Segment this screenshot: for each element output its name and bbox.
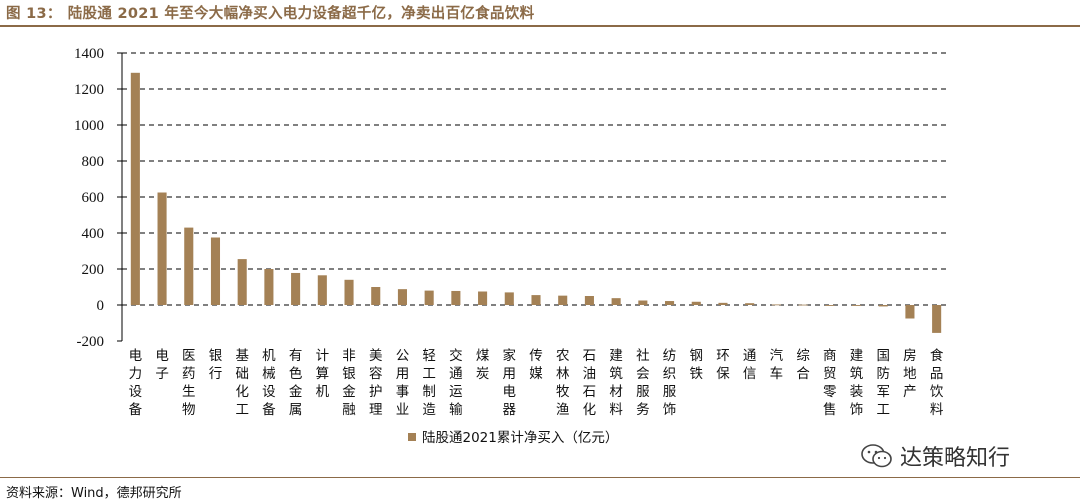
x-category-label: 社会服务 xyxy=(636,348,650,418)
bar xyxy=(665,301,675,305)
x-category-label: 非银金融 xyxy=(342,348,356,418)
bar xyxy=(317,275,327,305)
bar xyxy=(478,291,488,305)
title-divider xyxy=(0,25,1080,27)
x-category-label: 计算机 xyxy=(316,348,330,400)
bar-chart: -200 0 200 400 600 800 1000 1200 1400 电力设备电子医药生物… xyxy=(74,46,950,446)
bar xyxy=(424,290,434,305)
x-category-label: 传媒 xyxy=(529,348,543,382)
bar xyxy=(344,279,354,305)
bar xyxy=(798,304,808,306)
bar xyxy=(264,269,274,305)
x-category-label: 石油石化 xyxy=(583,348,597,418)
legend-label: 陆股通2021累计净买入（亿元） xyxy=(422,430,618,446)
y-tick-label: 1200 xyxy=(74,82,104,98)
x-category-label: 煤炭 xyxy=(476,348,490,382)
bar xyxy=(184,227,194,305)
bar xyxy=(157,192,167,305)
bar xyxy=(611,298,621,305)
x-category-label: 电力设备 xyxy=(129,348,143,418)
source-note: 资料来源：Wind，德邦研究所 xyxy=(6,486,182,501)
x-category-label: 通信 xyxy=(743,348,757,382)
x-category-label: 机械设备 xyxy=(262,348,276,418)
footer-divider xyxy=(0,477,1080,478)
bar xyxy=(691,301,701,305)
figure-title: 图 13： 陆股通 2021 年至今大幅净买入电力设备超千亿，净卖出百亿食品饮料 xyxy=(6,2,534,23)
bars xyxy=(130,72,942,333)
x-category-label: 综合 xyxy=(796,348,810,382)
x-category-label: 食品饮料 xyxy=(930,347,944,418)
watermark: 达策略知行 xyxy=(860,440,1010,472)
bar xyxy=(638,300,648,305)
bar xyxy=(905,305,915,319)
gridlines xyxy=(122,52,950,306)
watermark-text: 达策略知行 xyxy=(900,446,1011,471)
x-category-label: 美容护理 xyxy=(369,348,383,418)
x-category-label: 基础化工 xyxy=(235,347,249,418)
bar xyxy=(371,287,381,305)
bar xyxy=(851,305,862,306)
x-category-label: 轻工制造 xyxy=(422,348,436,418)
y-tick-labels: -200 0 200 400 600 800 1000 1200 1400 xyxy=(74,46,104,350)
x-category-label: 银行 xyxy=(209,348,223,382)
y-tick-label: 600 xyxy=(82,190,105,206)
bar xyxy=(130,72,140,305)
x-category-label: 医药生物 xyxy=(182,348,196,418)
category-labels: 电力设备电子医药生物银行基础化工机械设备有色金属计算机非银金融美容护理公用事业轻… xyxy=(129,347,944,418)
bar xyxy=(771,304,781,306)
bar xyxy=(825,305,835,306)
x-category-label: 商贸零售 xyxy=(823,348,837,418)
x-category-label: 公用事业 xyxy=(396,348,410,418)
bar xyxy=(291,272,301,305)
bar xyxy=(558,295,568,305)
x-category-label: 有色金属 xyxy=(289,348,303,418)
bar xyxy=(531,295,541,305)
y-tick-label: 1400 xyxy=(74,46,104,62)
x-category-label: 房地产 xyxy=(903,348,917,400)
x-category-label: 汽车 xyxy=(770,348,784,382)
figure-number: 图 13： xyxy=(6,6,62,22)
bar xyxy=(878,305,888,307)
x-category-label: 环保 xyxy=(716,348,730,382)
bar xyxy=(718,302,728,305)
bar xyxy=(210,237,221,305)
x-category-label: 交通运输 xyxy=(449,347,463,418)
x-category-label: 建筑材料 xyxy=(609,348,623,418)
bar xyxy=(451,290,461,305)
y-tick-label: 1000 xyxy=(74,118,104,134)
x-category-label: 农林牧渔 xyxy=(556,348,570,418)
x-category-label: 纺织服饰 xyxy=(663,348,677,418)
bar xyxy=(504,292,514,305)
bar xyxy=(237,259,247,305)
y-tick-label: -200 xyxy=(77,334,105,350)
y-tick-label: 800 xyxy=(82,154,105,170)
bar xyxy=(932,305,942,333)
axes xyxy=(117,52,123,342)
x-category-label: 建筑装饰 xyxy=(850,348,864,418)
y-tick-label: 400 xyxy=(82,226,105,242)
wechat-icon xyxy=(861,444,892,468)
legend: 陆股通2021累计净买入（亿元） xyxy=(408,430,618,446)
bar xyxy=(584,296,594,305)
x-category-label: 电子 xyxy=(155,348,169,382)
figure-title-text: 陆股通 2021 年至今大幅净买入电力设备超千亿，净卖出百亿食品饮料 xyxy=(67,6,535,22)
y-tick-label: 200 xyxy=(82,262,105,278)
bar xyxy=(397,289,407,305)
bar xyxy=(745,303,755,305)
x-category-label: 家用电器 xyxy=(503,347,517,418)
legend-swatch xyxy=(408,433,416,441)
x-category-label: 国防军工 xyxy=(876,348,890,418)
y-tick-label: 0 xyxy=(97,298,105,314)
x-category-label: 钢铁 xyxy=(690,348,704,382)
